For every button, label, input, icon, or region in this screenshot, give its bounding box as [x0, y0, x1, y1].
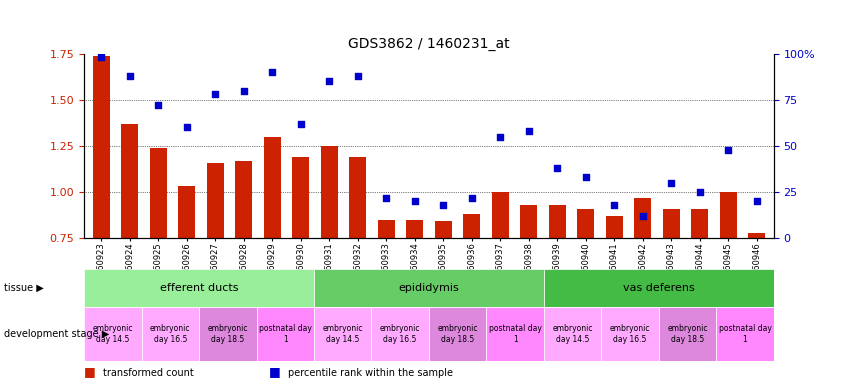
Point: [522, 128, 536, 134]
Title: GDS3862 / 1460231_at: GDS3862 / 1460231_at: [348, 37, 510, 51]
Bar: [121, 124, 138, 376]
Point: [180, 124, 193, 131]
FancyBboxPatch shape: [141, 307, 199, 361]
Text: efferent ducts: efferent ducts: [160, 283, 238, 293]
Bar: [577, 209, 595, 376]
Point: [151, 102, 165, 108]
Point: [664, 180, 678, 186]
Text: postnatal day
1: postnatal day 1: [259, 324, 312, 344]
Bar: [492, 192, 509, 376]
Point: [408, 198, 421, 204]
Bar: [150, 148, 167, 376]
Text: embryonic
day 14.5: embryonic day 14.5: [322, 324, 363, 344]
FancyBboxPatch shape: [544, 307, 601, 361]
Point: [579, 174, 592, 180]
Point: [494, 134, 507, 140]
Point: [351, 73, 364, 79]
FancyBboxPatch shape: [429, 307, 486, 361]
FancyBboxPatch shape: [84, 307, 141, 361]
Text: vas deferens: vas deferens: [623, 283, 695, 293]
Bar: [520, 205, 537, 376]
Bar: [720, 192, 737, 376]
Point: [550, 165, 563, 171]
Bar: [292, 157, 309, 376]
Bar: [435, 222, 452, 376]
Bar: [634, 197, 651, 376]
Bar: [235, 161, 252, 376]
Text: embryonic
day 14.5: embryonic day 14.5: [93, 324, 133, 344]
Point: [465, 194, 479, 200]
FancyBboxPatch shape: [659, 307, 717, 361]
FancyBboxPatch shape: [486, 307, 544, 361]
Text: epididymis: epididymis: [399, 283, 459, 293]
Bar: [178, 187, 195, 376]
FancyBboxPatch shape: [199, 307, 257, 361]
Text: embryonic
day 16.5: embryonic day 16.5: [150, 324, 191, 344]
Bar: [320, 146, 338, 376]
Bar: [748, 233, 765, 376]
Point: [94, 55, 108, 61]
FancyBboxPatch shape: [372, 307, 429, 361]
Bar: [378, 220, 394, 376]
Text: ■: ■: [84, 365, 96, 378]
FancyBboxPatch shape: [314, 307, 372, 361]
Bar: [606, 216, 622, 376]
Text: embryonic
day 18.5: embryonic day 18.5: [208, 324, 248, 344]
Bar: [663, 209, 680, 376]
Text: development stage ▶: development stage ▶: [4, 329, 109, 339]
Point: [237, 88, 251, 94]
Bar: [207, 162, 224, 376]
Bar: [263, 137, 281, 376]
FancyBboxPatch shape: [601, 307, 659, 361]
FancyBboxPatch shape: [257, 307, 314, 361]
Bar: [691, 209, 708, 376]
Bar: [93, 56, 109, 376]
Text: percentile rank within the sample: percentile rank within the sample: [288, 368, 452, 378]
Point: [636, 213, 649, 219]
Bar: [349, 157, 366, 376]
Text: embryonic
day 16.5: embryonic day 16.5: [380, 324, 420, 344]
FancyBboxPatch shape: [717, 307, 774, 361]
FancyBboxPatch shape: [544, 269, 774, 307]
Bar: [463, 214, 480, 376]
Point: [322, 78, 336, 84]
Point: [693, 189, 706, 195]
Text: tissue ▶: tissue ▶: [4, 283, 44, 293]
Point: [750, 198, 764, 204]
Text: transformed count: transformed count: [103, 368, 193, 378]
Text: postnatal day
1: postnatal day 1: [718, 324, 771, 344]
Point: [123, 73, 136, 79]
Text: embryonic
day 14.5: embryonic day 14.5: [553, 324, 593, 344]
Bar: [406, 220, 423, 376]
Bar: [548, 205, 566, 376]
Point: [266, 69, 279, 75]
Text: embryonic
day 16.5: embryonic day 16.5: [610, 324, 650, 344]
Point: [209, 91, 222, 98]
Text: embryonic
day 18.5: embryonic day 18.5: [667, 324, 708, 344]
Text: postnatal day
1: postnatal day 1: [489, 324, 542, 344]
FancyBboxPatch shape: [314, 269, 544, 307]
Point: [722, 147, 735, 153]
Point: [294, 121, 308, 127]
Point: [607, 202, 621, 208]
Point: [379, 194, 393, 200]
Text: ■: ■: [269, 365, 281, 378]
Text: embryonic
day 18.5: embryonic day 18.5: [437, 324, 478, 344]
Point: [436, 202, 450, 208]
FancyBboxPatch shape: [84, 269, 314, 307]
